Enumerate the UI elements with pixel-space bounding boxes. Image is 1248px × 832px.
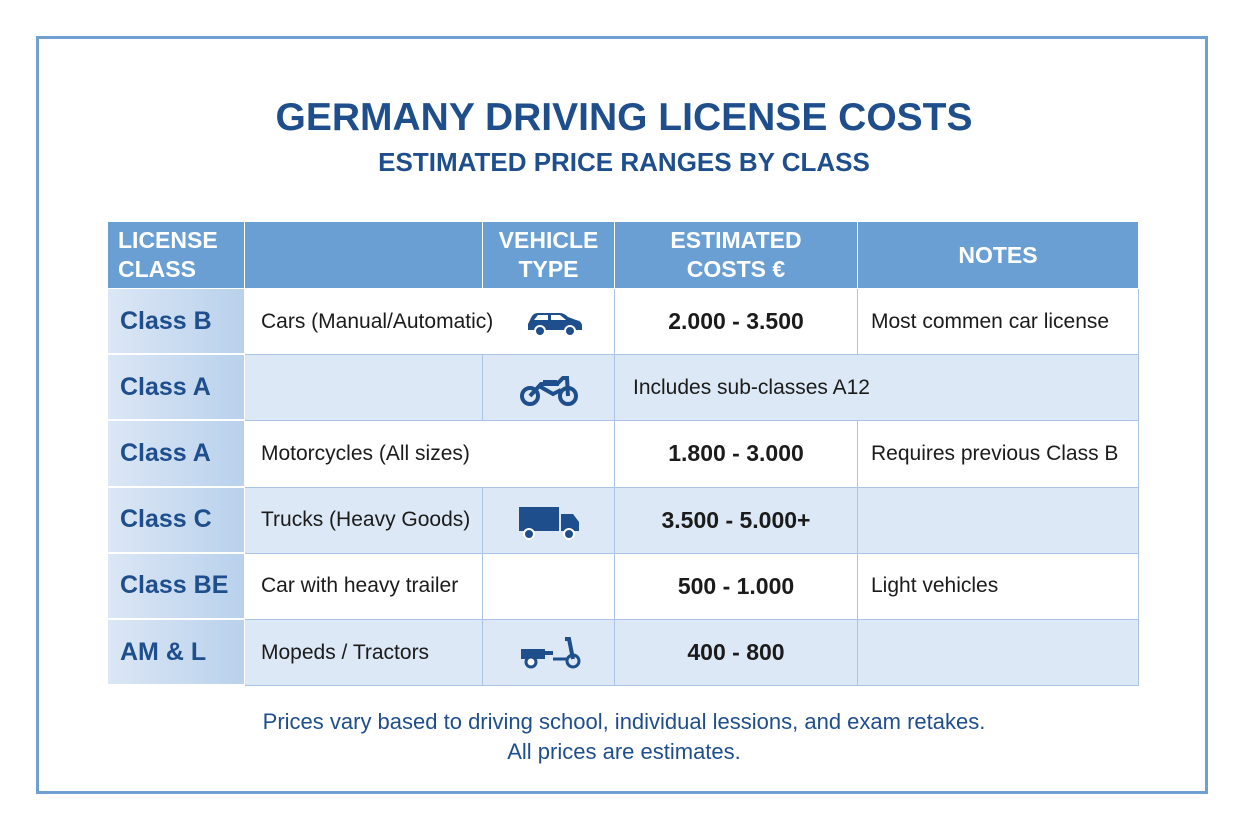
vehicle-cell-text: Motorcycles (All sizes) <box>261 441 470 465</box>
class-cell: AM & L <box>108 620 245 687</box>
cost-cell-text: 500 - 1.000 <box>677 572 795 599</box>
cost-cell: 1.800 - 3.000 <box>615 421 858 488</box>
cost-cell-text: 1.800 - 3.000 <box>668 440 804 467</box>
note-cell-text: Includes sub-classes A12 <box>633 375 870 399</box>
vehicle-cell-text: Cars (Manual/Automatic) <box>261 309 494 333</box>
cost-cell: 3.500 - 5.000+ <box>615 487 858 554</box>
class-cell-text: Class A <box>120 438 211 467</box>
vehicle-cell-text: Trucks (Heavy Goods) <box>261 508 471 532</box>
vehicle-cell: Mopeds / Tractors <box>245 620 483 687</box>
vehicle-cell: Motorcycles (All sizes) <box>245 421 615 488</box>
class-cell: Class C <box>108 487 245 554</box>
title: GERMANY DRIVING LICENSE COSTS <box>275 96 973 139</box>
vehicle-icon <box>520 376 578 407</box>
footer-line: All prices are estimates. <box>507 739 741 764</box>
cost-cell: 400 - 800 <box>615 620 858 687</box>
cost-cell-text: 3.500 - 5.000+ <box>661 506 811 533</box>
note-cell: Most commen car license <box>858 289 1139 356</box>
subtitle: ESTIMATED PRICE RANGES BY CLASS <box>378 147 870 177</box>
header-cell-text: NOTES <box>958 241 1038 268</box>
vehicle-icon <box>519 506 579 540</box>
vehicle-cell: Car with heavy trailer <box>245 553 483 620</box>
class-cell-text: Class A <box>120 372 211 401</box>
header-cell: NOTES <box>858 222 1139 289</box>
class-cell-text: Class BE <box>120 571 229 600</box>
note-cell <box>858 487 1139 554</box>
footer-line: Prices vary based to driving school, ind… <box>262 709 986 734</box>
note-cell: Light vehicles <box>858 553 1139 620</box>
header-cell: LICENSE CLASS <box>108 222 245 289</box>
vehicle-cell-text: Car with heavy trailer <box>261 574 459 598</box>
class-cell: Class A <box>108 421 245 488</box>
vehicle-cell-text: Mopeds / Tractors <box>261 640 430 664</box>
note-cell-text: Most commen car license <box>871 309 1110 333</box>
icon-cell <box>483 355 615 422</box>
class-cell-text: Class C <box>120 505 212 534</box>
class-cell: Class BE <box>108 553 245 620</box>
header-cell-text: ESTIMATED COSTS € <box>670 227 802 282</box>
cost-cell-text: 400 - 800 <box>687 639 785 666</box>
note-cell: Requires previous Class B <box>858 421 1139 488</box>
class-cell-text: Class B <box>120 306 212 335</box>
header-cell-text: LICENSE CLASS <box>118 227 218 282</box>
header-cell: ESTIMATED COSTS € <box>615 222 858 289</box>
class-cell: Class A <box>108 355 245 422</box>
icon-cell <box>483 553 615 620</box>
class-cell-text: AM & L <box>120 637 207 666</box>
vehicle-cell <box>245 355 483 422</box>
vehicle-icon <box>521 637 581 669</box>
class-cell: Class B <box>108 289 245 356</box>
note-cell <box>858 620 1139 687</box>
vehicle-icon <box>528 313 582 337</box>
note-cell: Includes sub-classes A12 <box>615 355 1139 422</box>
header-cell <box>245 222 483 289</box>
header-cell-text: VEHICLE TYPE <box>498 227 599 282</box>
cost-cell: 2.000 - 3.500 <box>615 289 858 356</box>
note-cell-text: Light vehicles <box>871 574 999 598</box>
note-cell-text: Requires previous Class B <box>871 441 1119 465</box>
cost-cell: 500 - 1.000 <box>615 553 858 620</box>
header-cell: VEHICLE TYPE <box>483 222 615 289</box>
frame <box>36 36 1208 794</box>
cost-cell-text: 2.000 - 3.500 <box>668 308 804 335</box>
vehicle-cell: Trucks (Heavy Goods) <box>245 487 483 554</box>
